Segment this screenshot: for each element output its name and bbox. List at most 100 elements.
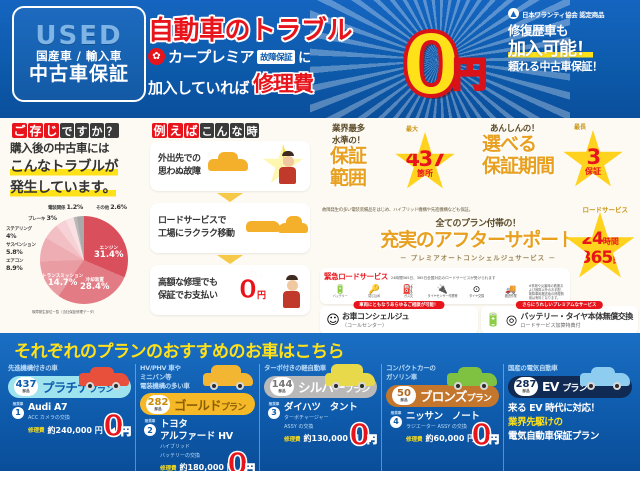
plan-card-silver[interactable]: ターボ付きの軽自動車 144 部品 シルバープラン	[260, 364, 382, 474]
car-wheel-front	[86, 382, 94, 390]
plan-gold-car-name-line1: トヨタ	[160, 419, 188, 431]
plan-ev-parts-unit: 部品	[522, 388, 530, 393]
plan-silver-rank-label: 推奨車	[268, 401, 280, 406]
join-text: 加入していれば	[148, 79, 250, 97]
plan-platinum-zero-yen: 円	[121, 426, 132, 438]
header-banner: USED 国産車 / 輸入車 中古車保証 自動車のトラブル ✿ カープレミア 故…	[0, 0, 640, 118]
plan-bronze-cost-value: 約60,000 円	[425, 434, 476, 444]
repair-zero-badge-number: 0	[238, 275, 257, 305]
pie-slice-engine: エンジン 31.4%	[94, 246, 124, 261]
plan-bronze-body: 推奨車 4 ニッサン ノート ラジエーター ASSY の交換 修理費 約60,0…	[386, 410, 500, 451]
emergency-road-service-box: 緊急ロードサービス 24時間365日、365日全国対応のロードサービスが受けられ…	[320, 268, 570, 304]
concierge-service-title: お車コンシェルジュ	[342, 311, 409, 321]
road-service-caption: ロードサービス	[582, 206, 629, 214]
gozonji-char-0: ご	[12, 123, 27, 138]
pie-slice-transmission-label: トランスミッション	[42, 273, 84, 279]
repair-cost-label: 修理費	[253, 72, 314, 96]
plan-platinum-car-info: Audi A7 ACC カメラの交換 修理費 約240,000 円	[28, 402, 131, 436]
emergency-service-desc: 24時間365日、365日全国対応のロードサービスが受けられます	[390, 276, 496, 280]
plan-bronze-cost-label: 修理費	[406, 436, 423, 443]
plan-gold-name-suffix: プラン	[220, 402, 246, 413]
plan-silver-bar: 144 部品 シルバープラン	[264, 375, 377, 398]
plan-silver-name-suffix: プラン	[344, 385, 370, 396]
pie-callout-suspension: サスペンション 5.8%	[6, 242, 36, 256]
pie-callout-suspension-label: サスペンション	[6, 242, 36, 248]
feature-scope-caption-line2: 水準の！	[332, 136, 365, 146]
arrow-right-icon	[237, 464, 247, 472]
plan-ev-name: EV プラン	[542, 379, 588, 394]
pie-callout-electrical: 電装関係 1.2%	[48, 203, 83, 211]
service-item-label: タイヤ交換	[469, 294, 484, 298]
pie-callout-aircon-value: 8.9%	[6, 263, 23, 272]
plan-platinum-body: 推奨車 1 Audi A7 ACC カメラの交換 修理費 約240,000 円	[8, 402, 132, 442]
used-subtitle: 国産車 / 輸入車	[36, 49, 122, 64]
tatoeba-char-4: ん	[215, 123, 229, 138]
scenario-step-1-line2: 思わぬ故障	[158, 167, 201, 177]
happy-person-icon	[283, 275, 300, 308]
plan-silver-car-info: ダイハツ タント ターボチャージャー ASSY の交換 修理費 約130,000…	[284, 402, 377, 444]
warranty-tag: 故障保証	[257, 49, 296, 64]
plan-platinum-caption: 先進機構付きの車	[8, 364, 58, 372]
brand-name: カープレミア	[168, 48, 255, 66]
scenario-step-3-text: 高額な修理でも 保証でお支払い	[158, 277, 218, 302]
particle-ni: に	[298, 51, 312, 66]
arrow-right-icon	[105, 426, 115, 434]
scenario-step-3: 高額な修理でも 保証でお支払い 修理費 0 円	[150, 265, 310, 315]
plan-card-platinum[interactable]: 先進機構付きの車 437 部品 プラチナプラン	[4, 364, 136, 474]
plan-silver-cost-label: 修理費	[284, 436, 301, 443]
plan-gold-cost-label: 修理費	[160, 465, 177, 472]
tatoeba-char-3: こ	[200, 123, 214, 138]
pie-slice-cooling-label: 冷却装置	[85, 277, 104, 283]
plans-section: それぞれのプランのおすすめのお車はこちら 先進機構付きの車 437 部品	[0, 333, 640, 480]
plan-gold-caption-line3: 電装機構の多い車	[140, 381, 190, 390]
yen-symbol: 円	[451, 55, 488, 95]
after-support-subtitle: － プレミアオートコンシェルジュサービス －	[399, 253, 557, 262]
feature-scope-title-line1: 保証	[330, 145, 367, 167]
plan-bronze-bar: 50 部品 ブロンズプラン	[386, 384, 499, 407]
gozonji-char-3: で	[60, 123, 74, 138]
plan-bronze-caption-line2: ガソリン車	[386, 372, 418, 381]
plan-bronze-name: ブロンズプラン	[420, 386, 492, 405]
tow-icon: 🚚	[505, 284, 517, 295]
tatoeba-char-2: ば	[184, 123, 199, 138]
plans-grid: 先進機構付きの車 437 部品 プラチナプラン	[0, 364, 640, 480]
worried-person-icon	[279, 151, 296, 184]
car-top-shape	[591, 367, 615, 376]
car-roof-shape	[218, 152, 238, 161]
main-content-area: ご 存 じ で す か ？ 購入後の中古車には こんなトラブルが 発生しています…	[0, 118, 640, 334]
pie-slice-transmission-value: 14.7%	[47, 278, 78, 289]
plan-gold-rank-label: 推奨車	[144, 419, 156, 424]
emergency-service-header: 緊急ロードサービス 24時間365日、365日全国対応のロードサービスが受けられ…	[324, 271, 566, 282]
plan-card-ev[interactable]: 国産の電気自動車 287 部品 EV プラン	[504, 364, 636, 473]
plan-silver-rank: 推奨車 3	[264, 402, 284, 444]
service-item: ⊙ タイヤ交換	[461, 284, 493, 300]
after-support-title: 充実のアフターサポート	[380, 229, 577, 251]
feature-period-title-line1: 選べる	[482, 133, 537, 155]
scenario-step-1: 外出先での 思わぬ故障	[150, 141, 310, 191]
lead-text-2: こんなトラブルが	[10, 158, 119, 177]
feature-highlights-row: 業界最多 水準の！ 保証 範囲 最大 437 箇所 あんしんの！	[318, 120, 638, 208]
tire-icon: ⊙	[472, 284, 481, 295]
gozonji-char-5: か	[90, 123, 104, 138]
tatoeba-char-0: 例	[152, 123, 167, 138]
plan-bronze-rank-label: 推奨車	[390, 410, 402, 415]
pie-circle	[40, 215, 128, 304]
plan-silver-parts-count: 144	[271, 378, 293, 390]
plan-card-bronze[interactable]: コンパクトカーの ガソリン車 50 部品 ブロンズプラン	[382, 364, 504, 474]
footer-spacer	[0, 471, 640, 480]
plan-silver-parts-badge: 144 部品	[270, 377, 294, 397]
plan-bronze-caption-line1: コンパクトカーの	[386, 364, 436, 372]
person-hair	[282, 151, 294, 156]
plan-card-gold[interactable]: HV/PHV 車や ミニバン等 電装機構の多い車 282 部品	[136, 364, 260, 480]
feature-scope-caption-line1: 業界最多	[332, 124, 365, 134]
plan-silver-cost-value: 約130,000 円	[303, 434, 359, 444]
repair-zero-badge: 修理費 0 円	[238, 270, 266, 305]
premium-services-row: 車両にともなうあらゆるご相談が可能！ ☺ お車コンシェルジュ （コールセンター）…	[320, 301, 638, 334]
pie-slice-cooling: 冷却装置 28.4%	[80, 278, 110, 293]
towed-car-roof	[286, 216, 302, 224]
plan-gold-car-name-line2: アルファード HV	[160, 430, 233, 442]
service-item-label: バッテリー	[332, 294, 348, 298]
plan-bronze-rank-number: 4	[390, 415, 402, 428]
car-wheel-front	[454, 382, 462, 390]
pie-callout-steering: ステアリング 4%	[6, 226, 32, 240]
